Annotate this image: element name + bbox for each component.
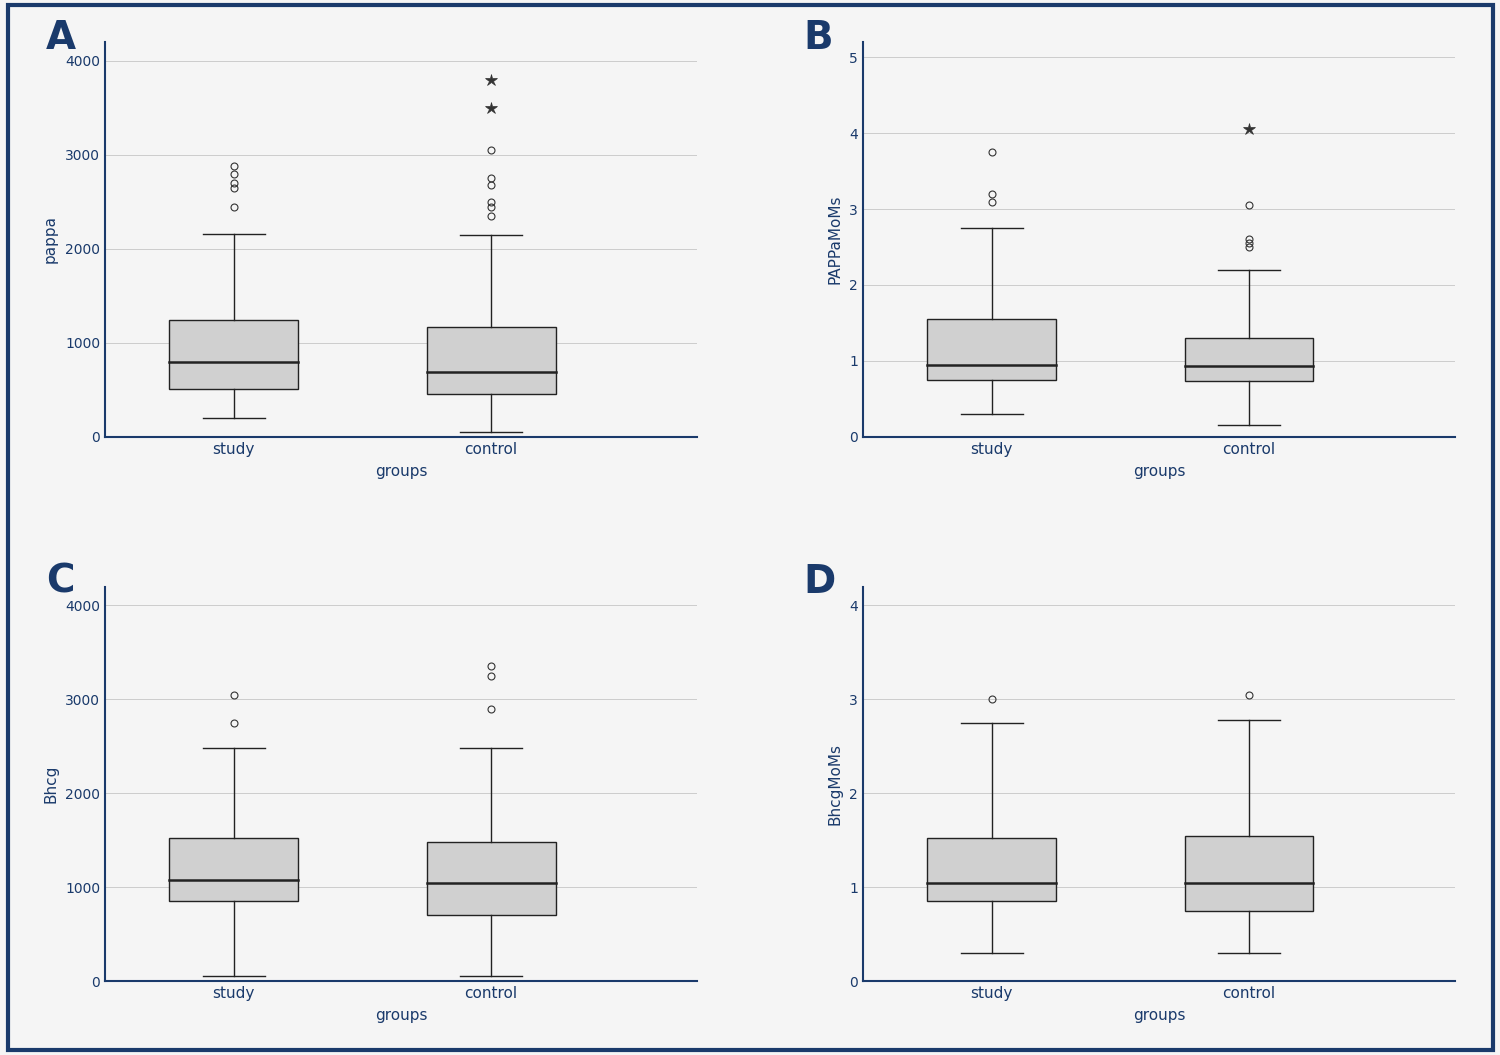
Y-axis label: PAPPaMoMs: PAPPaMoMs [827, 195, 842, 284]
X-axis label: groups: groups [1132, 463, 1185, 479]
FancyBboxPatch shape [170, 839, 298, 901]
Y-axis label: BhcgMoMs: BhcgMoMs [827, 743, 842, 825]
X-axis label: groups: groups [1132, 1008, 1185, 1023]
FancyBboxPatch shape [1185, 836, 1314, 910]
X-axis label: groups: groups [375, 1008, 427, 1023]
FancyBboxPatch shape [427, 842, 555, 916]
FancyBboxPatch shape [170, 321, 298, 389]
FancyBboxPatch shape [427, 327, 555, 395]
Text: A: A [46, 19, 76, 57]
FancyBboxPatch shape [927, 319, 1056, 380]
Y-axis label: pappa: pappa [44, 215, 58, 264]
FancyBboxPatch shape [927, 839, 1056, 901]
Text: D: D [804, 563, 836, 601]
FancyBboxPatch shape [1185, 338, 1314, 381]
Y-axis label: Bhcg: Bhcg [44, 765, 58, 803]
X-axis label: groups: groups [375, 463, 427, 479]
Text: C: C [46, 563, 75, 601]
Text: B: B [804, 19, 834, 57]
